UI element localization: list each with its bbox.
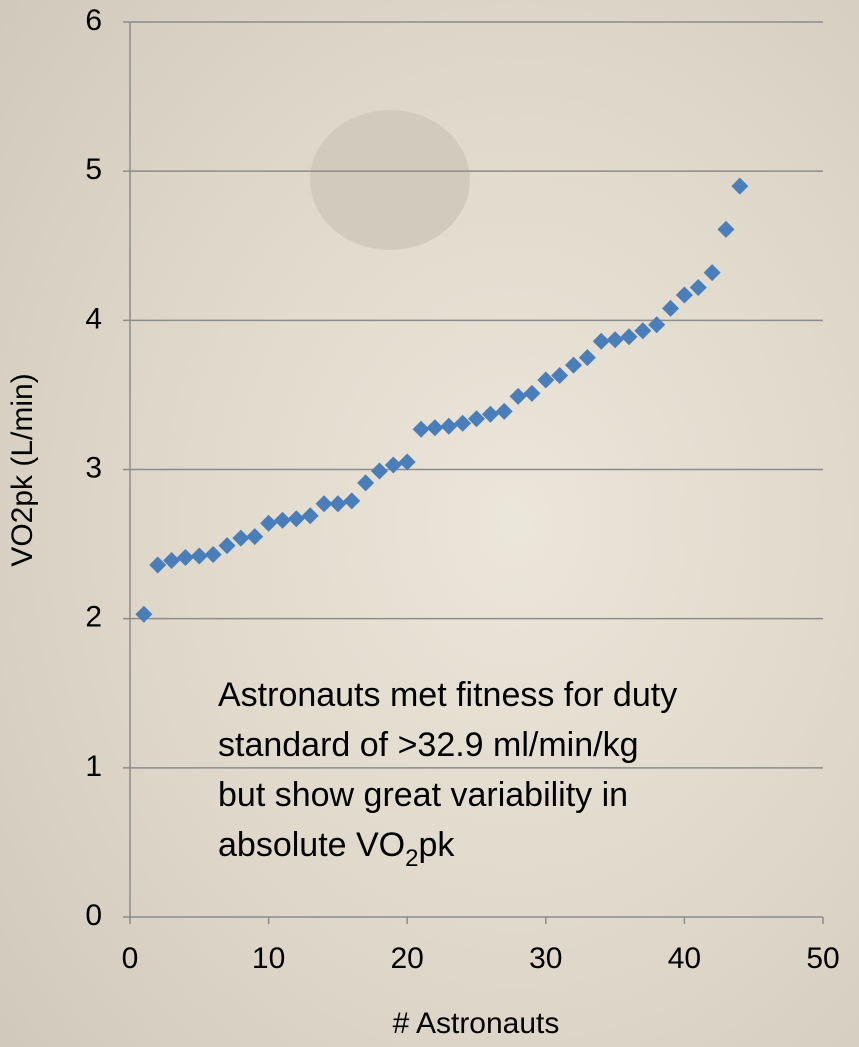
x-tick-label: 40	[668, 942, 701, 975]
point	[149, 556, 167, 574]
point	[703, 264, 721, 282]
point	[315, 495, 333, 513]
background-shape	[310, 110, 470, 250]
point	[260, 514, 278, 532]
point	[662, 299, 680, 317]
annotation: absolute VO2pk	[218, 826, 455, 872]
plot-area: 0 1 2 3 4 5 6 0 10 20 30 40 50	[85, 4, 839, 975]
point	[468, 410, 485, 428]
point	[343, 492, 361, 510]
point	[357, 474, 375, 492]
x-tick-label: 30	[529, 942, 562, 975]
point	[689, 279, 707, 297]
point	[454, 414, 472, 432]
point	[551, 367, 569, 385]
y-tick-label: 4	[85, 302, 102, 335]
point	[398, 453, 416, 471]
x-tick-label: 20	[391, 942, 424, 975]
y-tick-label: 1	[85, 750, 102, 783]
point	[329, 495, 347, 513]
point	[273, 511, 291, 529]
point	[675, 286, 693, 304]
x-axis-label: # Astronauts	[393, 1007, 560, 1040]
point	[592, 332, 610, 350]
point	[523, 384, 541, 402]
point	[440, 417, 458, 435]
annotation: but show great variability in	[218, 776, 628, 814]
point	[412, 420, 430, 438]
y-tick-label: 0	[85, 899, 102, 932]
point	[246, 528, 264, 546]
point	[135, 605, 153, 623]
point	[204, 546, 222, 564]
point	[384, 456, 402, 474]
annotation-part: absolute VO	[218, 826, 405, 864]
point	[190, 547, 208, 565]
x-tick-label: 0	[122, 942, 139, 975]
y-tick-label: 3	[85, 451, 102, 484]
y-tick-label: 2	[85, 601, 102, 634]
y-tick-label: 6	[85, 4, 102, 37]
annotation-subscript: 2	[405, 845, 418, 872]
point	[232, 529, 250, 547]
point	[481, 405, 499, 423]
point	[731, 177, 749, 195]
x-tick-label: 10	[252, 942, 285, 975]
point	[370, 462, 388, 480]
point	[509, 387, 527, 405]
point	[634, 322, 652, 340]
point	[301, 507, 319, 525]
point	[537, 371, 555, 389]
annotation: Astronauts met fitness for duty	[218, 676, 677, 714]
point	[578, 349, 596, 367]
y-tick-label: 5	[85, 153, 102, 186]
point	[218, 537, 236, 555]
point	[620, 328, 638, 346]
x-tick-label: 50	[806, 942, 839, 975]
point	[176, 549, 194, 567]
point	[606, 331, 624, 349]
point	[287, 510, 305, 528]
point	[426, 419, 444, 437]
point	[717, 220, 735, 238]
annotation-part: pk	[418, 826, 455, 864]
point	[163, 551, 181, 569]
y-axis-label: VO2pk (L/min)	[6, 373, 39, 566]
annotation: standard of >32.9 ml/min/kg	[218, 726, 639, 764]
point	[565, 356, 583, 374]
point	[648, 316, 666, 334]
point	[495, 402, 513, 420]
